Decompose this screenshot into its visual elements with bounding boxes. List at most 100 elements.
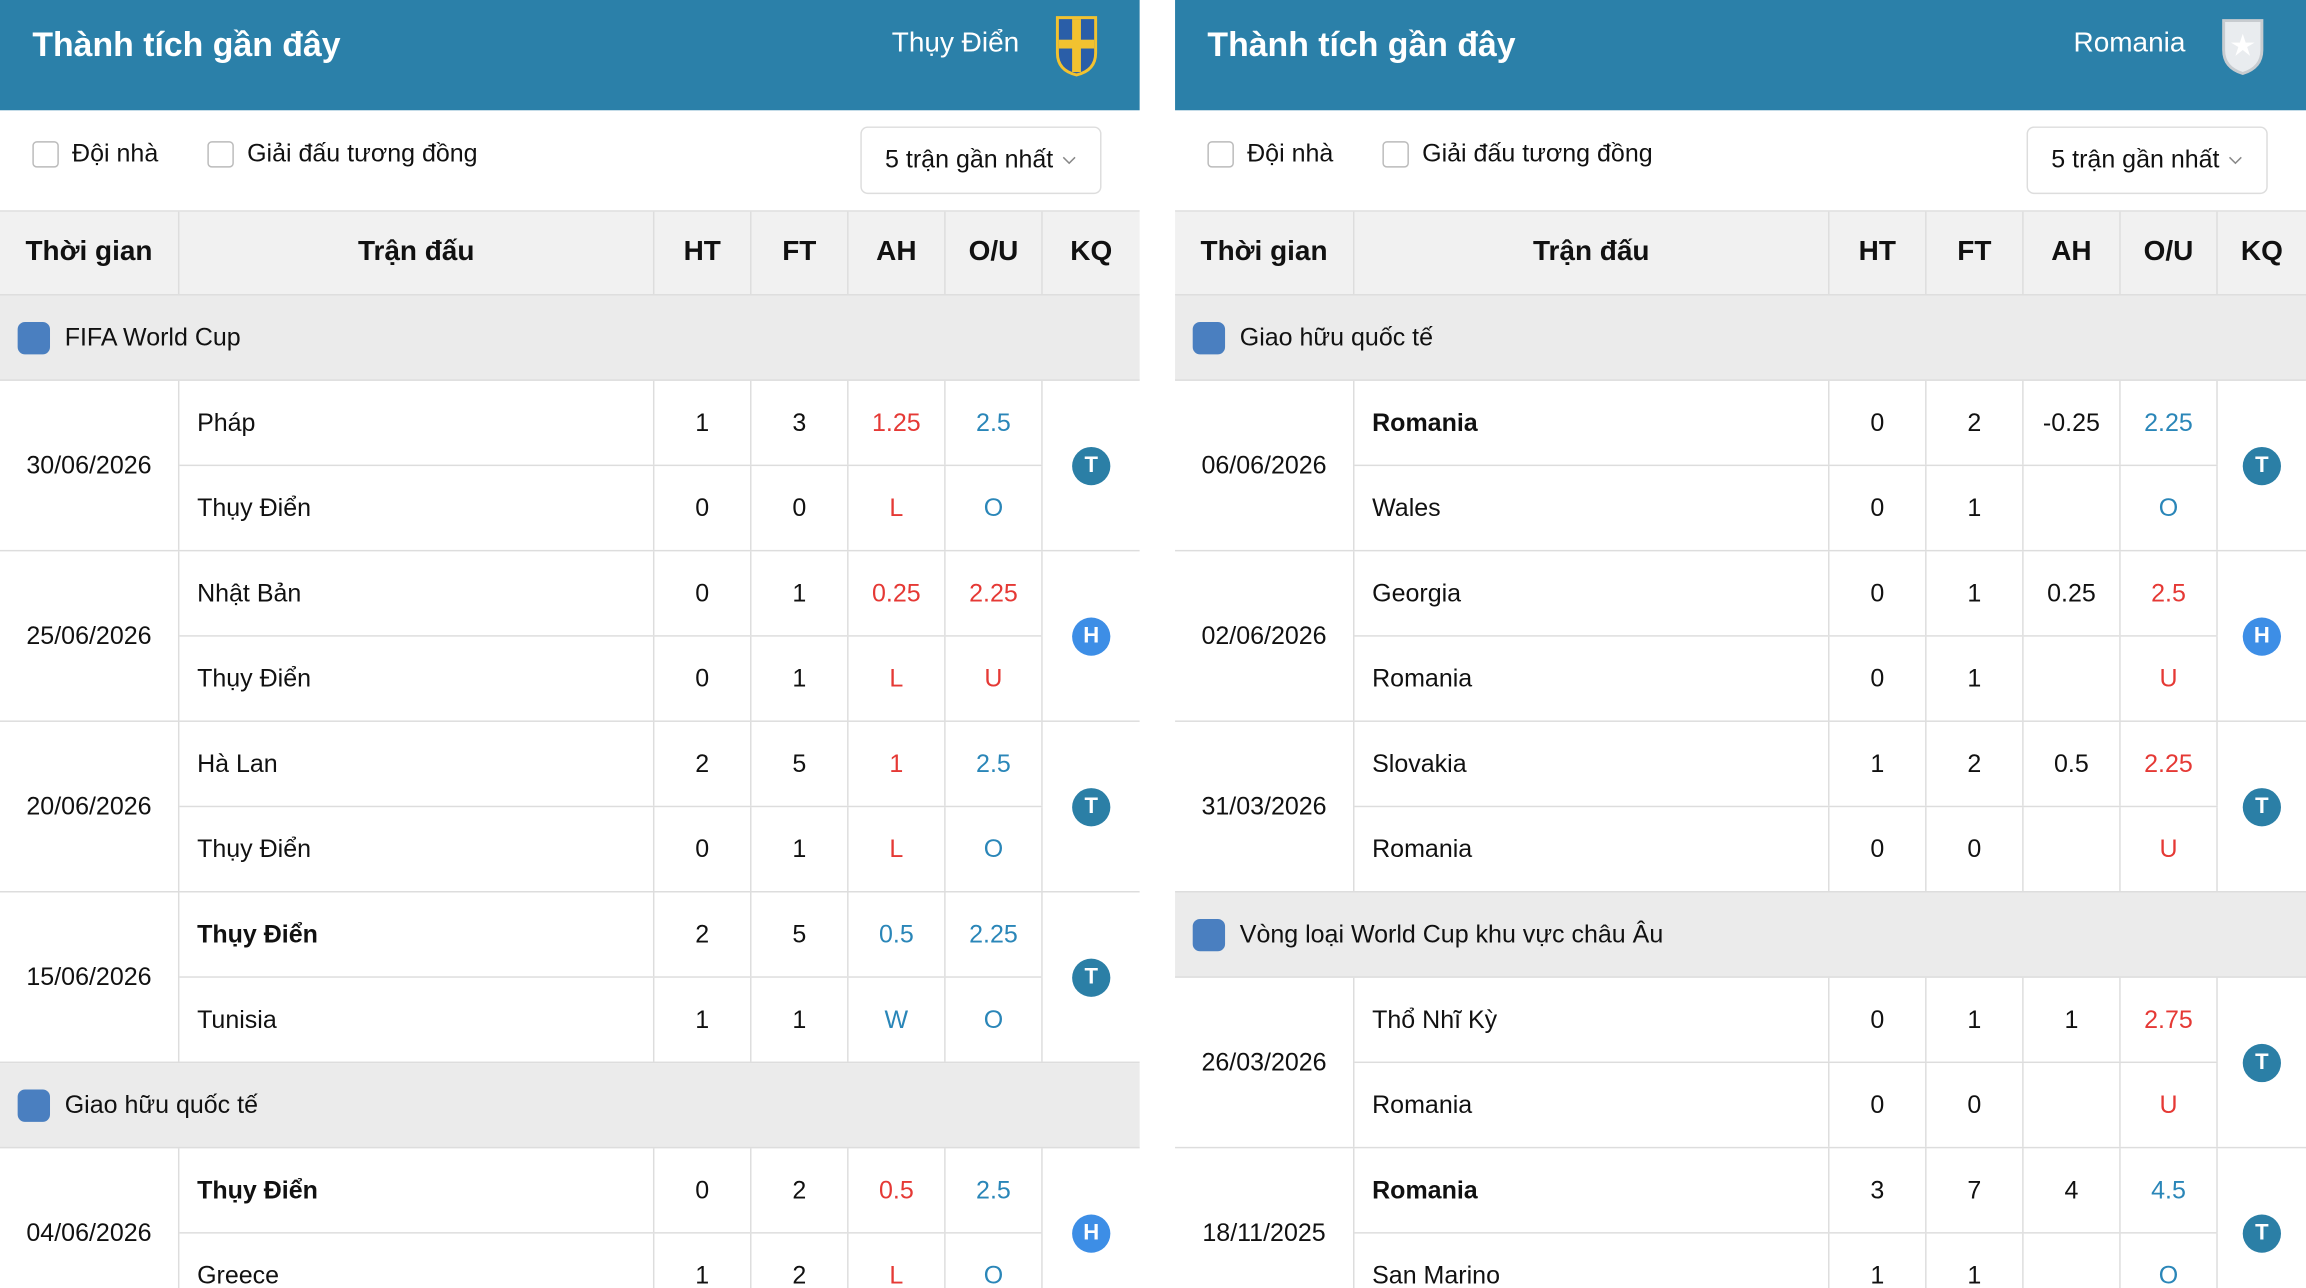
- ht-score: 0: [654, 551, 752, 636]
- over-under: O: [946, 466, 1043, 550]
- team-row: Thụy Điển 0 2 0.5 2.5: [179, 1148, 1043, 1233]
- over-under: 2.5: [946, 380, 1043, 465]
- league-name: Giao hữu quốc tế: [64, 1090, 258, 1119]
- match: 25/06/2026 Nhật Bản 0 1 0.25 2.25 Thụy Điển 0 1 L…: [0, 551, 1140, 722]
- team-row: Thổ Nhĩ Kỳ 0 1 1 2.75: [1354, 977, 2218, 1062]
- checkbox[interactable]: Đội nhà: [1207, 140, 1333, 169]
- over-under: 2.5: [2121, 551, 2218, 636]
- ht-score: 0: [1830, 977, 1927, 1062]
- checkbox[interactable]: Đội nhà: [32, 140, 158, 169]
- column-header: Thời gian: [0, 211, 180, 295]
- dropdown[interactable]: 5 trận gần nhất: [860, 126, 1102, 195]
- ft-score: 0: [752, 466, 849, 550]
- asian-handicap: L: [849, 1233, 946, 1288]
- match-rows: Thụy Điển 2 5 0.5 2.25 Tunisia 1 1 W O: [179, 892, 1043, 1062]
- ht-score: 1: [1830, 1233, 1927, 1288]
- result-badge: H: [1072, 1213, 1111, 1252]
- column-header: O/U: [946, 211, 1043, 295]
- ft-score: 0: [1927, 1063, 2024, 1147]
- checkbox[interactable]: Giải đấu tương đồng: [1382, 139, 1653, 169]
- over-under: 2.5: [946, 721, 1043, 806]
- asian-handicap: 0.5: [849, 1148, 946, 1233]
- over-under: 2.25: [946, 551, 1043, 636]
- league-row: FIFA World Cup: [0, 295, 1140, 381]
- result-badge: H: [2242, 616, 2281, 656]
- dropdown-label: 5 trận gần nhất: [2051, 145, 2220, 174]
- ft-score: 2: [752, 1148, 849, 1233]
- ft-score: 5: [752, 892, 849, 977]
- ft-score: 1: [1927, 1233, 2024, 1288]
- filters: Đội nhà Giải đấu tương đồng 5 trận gần n…: [0, 110, 1140, 212]
- ht-score: 0: [654, 636, 752, 721]
- ft-score: 1: [1927, 551, 2024, 636]
- result-badge: T: [2242, 787, 2281, 826]
- match-date: 30/06/2026: [0, 380, 180, 550]
- over-under: O: [946, 807, 1043, 892]
- ht-score: 0: [1830, 807, 1927, 892]
- ht-score: 0: [1830, 636, 1927, 721]
- match-date: 06/06/2026: [1175, 380, 1355, 550]
- ft-score: 1: [1927, 977, 2024, 1062]
- asian-handicap: 0.25: [849, 551, 946, 636]
- ft-score: 1: [752, 551, 849, 636]
- ht-score: 1: [654, 380, 752, 465]
- checkbox-label: Giải đấu tương đồng: [1422, 139, 1653, 168]
- result-cell: T: [1043, 722, 1140, 891]
- over-under: U: [2121, 807, 2218, 892]
- column-header: HT: [654, 211, 752, 295]
- league-row: Giao hữu quốc tế: [0, 1063, 1140, 1149]
- ft-score: 0: [1927, 807, 2024, 892]
- team-name: Thụy Điển: [179, 892, 655, 977]
- result-badge: T: [2242, 1043, 2281, 1082]
- match: 20/06/2026 Hà Lan 2 5 1 2.5 Thụy Điển 0 1 L O T: [0, 721, 1140, 893]
- column-header: HT: [1830, 211, 1927, 295]
- result-badge: T: [1072, 787, 1111, 826]
- title: Thành tích gần đây: [32, 24, 341, 64]
- over-under: 4.5: [2121, 1148, 2218, 1233]
- table-header: Thời gian Trận đấu HT FT AH O/U KQ: [0, 211, 1140, 296]
- ht-score: 0: [1830, 1063, 1927, 1147]
- ht-score: 1: [1830, 721, 1927, 806]
- asian-handicap: 0.5: [849, 892, 946, 977]
- team-name: Romania: [1354, 1148, 1830, 1233]
- team-row: Greece 1 2 L O: [179, 1232, 1043, 1288]
- match-date: 15/06/2026: [0, 892, 180, 1062]
- ft-score: 2: [1927, 380, 2024, 465]
- result-cell: T: [2218, 978, 2306, 1147]
- team-row: Georgia 0 1 0.25 2.5: [1354, 551, 2218, 636]
- checkbox[interactable]: Giải đấu tương đồng: [207, 140, 478, 169]
- league-row: Vòng loại World Cup khu vực châu Âu: [1175, 892, 2306, 978]
- team-crest: [2222, 19, 2264, 76]
- team-row: Thụy Điển 0 1 L O: [179, 805, 1043, 892]
- column-header: Trận đấu: [1354, 211, 1830, 295]
- over-under: 2.25: [2121, 380, 2218, 465]
- asian-handicap: [2024, 1233, 2121, 1288]
- match-rows: Nhật Bản 0 1 0.25 2.25 Thụy Điển 0 1 L U: [179, 551, 1043, 721]
- result-cell: T: [1043, 892, 1140, 1061]
- ht-score: 0: [1830, 380, 1927, 465]
- ft-score: 7: [1927, 1148, 2024, 1233]
- team-name: Nhật Bản: [179, 551, 655, 636]
- team-name: Thụy Điển: [179, 636, 655, 721]
- asian-handicap: 1.25: [849, 380, 946, 465]
- asian-handicap: L: [849, 807, 946, 892]
- team-row: Romania 3 7 4 4.5: [1354, 1148, 2218, 1233]
- result-cell: H: [1043, 1148, 1140, 1288]
- column-header: FT: [752, 211, 849, 295]
- match-date: 18/11/2025: [1175, 1148, 1355, 1288]
- team-name: Romania: [1354, 380, 1830, 465]
- match-rows: Georgia 0 1 0.25 2.5 Romania 0 1 U: [1354, 551, 2218, 721]
- team-row: Thụy Điển 2 5 0.5 2.25: [179, 892, 1043, 977]
- asian-handicap: 4: [2024, 1148, 2121, 1233]
- dropdown[interactable]: 5 trận gần nhất: [2026, 126, 2268, 195]
- ft-score: 3: [752, 380, 849, 465]
- column-header: FT: [1927, 211, 2024, 295]
- column-header: KQ: [1070, 236, 1113, 268]
- team-row: Thụy Điển 0 1 L U: [179, 635, 1043, 721]
- table: Thời gian Trận đấu HT FT AH O/U KQ FIFA World C…: [0, 211, 1140, 1288]
- team-name: Thổ Nhĩ Kỳ: [1354, 977, 1830, 1062]
- team-name: Tunisia: [179, 977, 655, 1062]
- over-under: 2.5: [946, 1148, 1043, 1233]
- team-name: Thụy Điển: [179, 466, 655, 550]
- match: 26/03/2026 Thổ Nhĩ Kỳ 0 1 1 2.75 Romania 0 0 U T: [1175, 977, 2306, 1149]
